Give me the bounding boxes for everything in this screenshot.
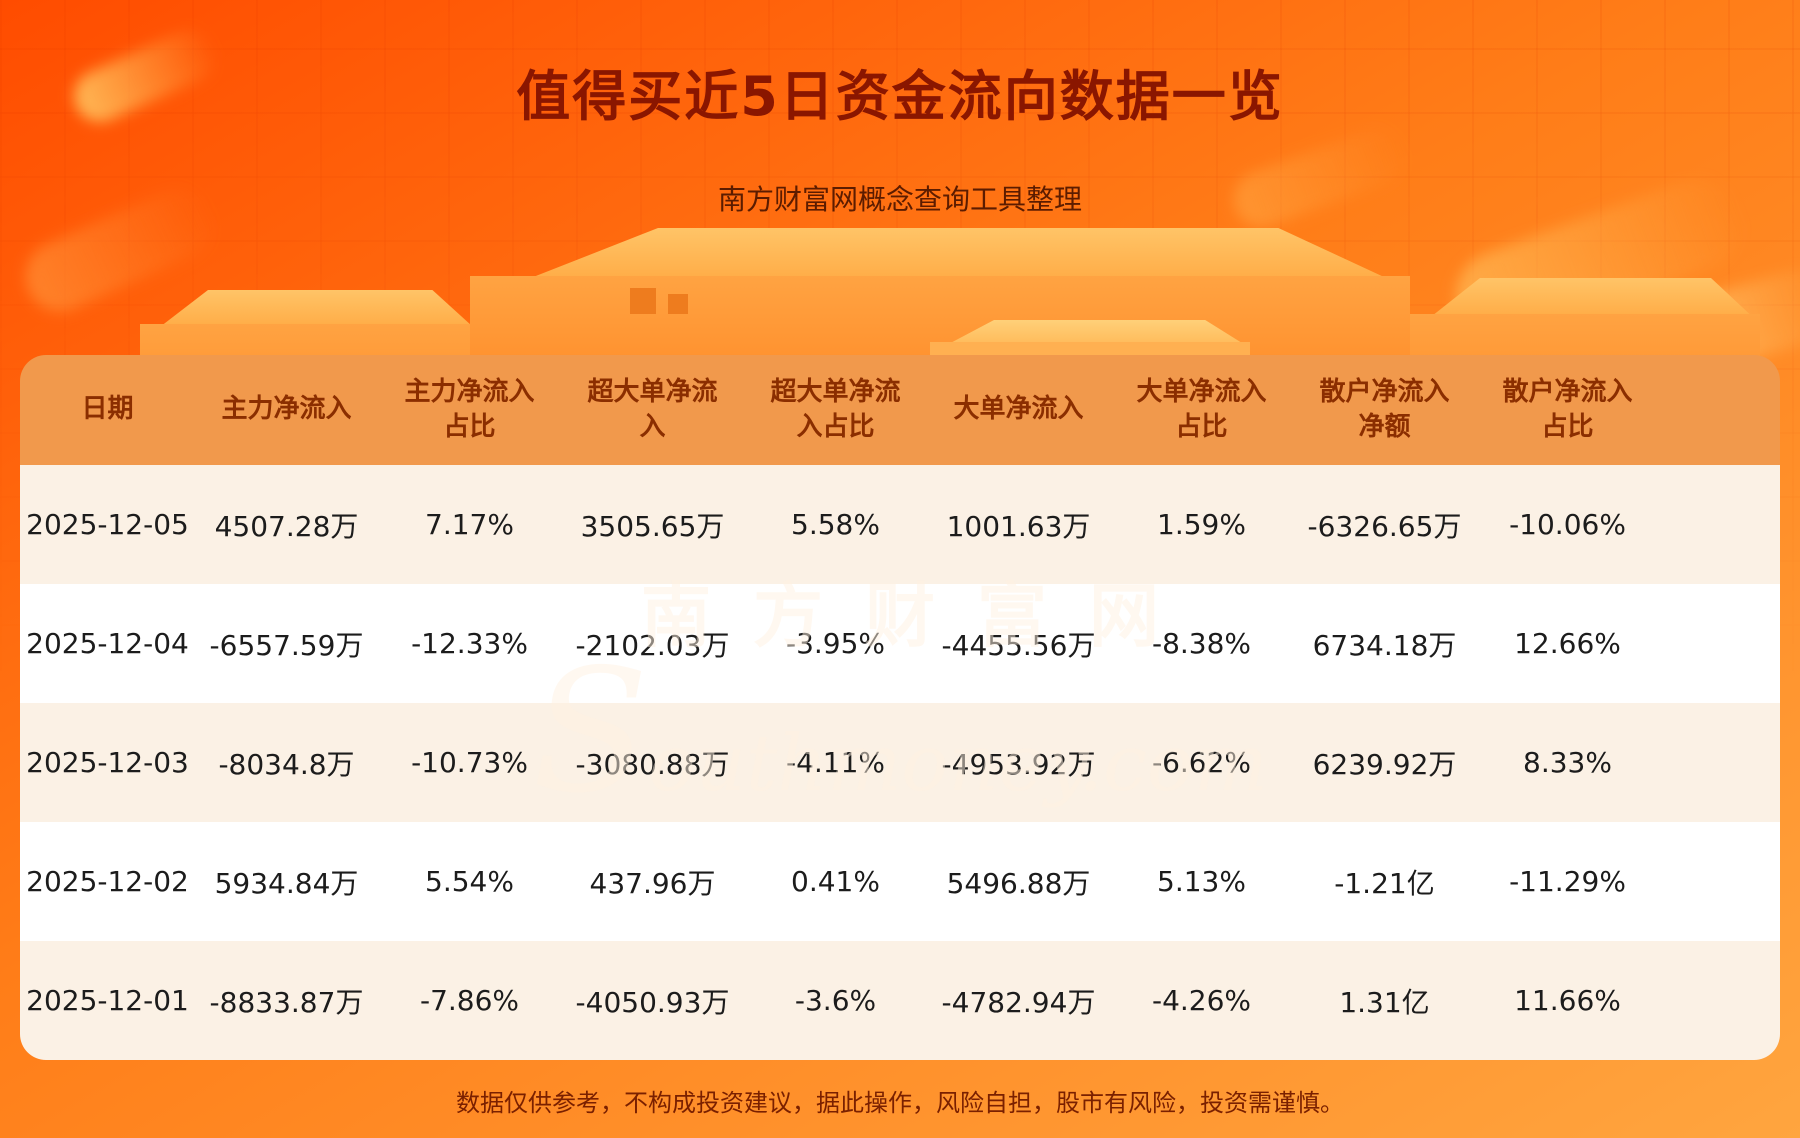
table-cell: -4050.93万 <box>575 985 730 1019</box>
column-header: 主力净流入 <box>221 394 352 425</box>
table-cell: 11.66% <box>1514 984 1621 1017</box>
table-row: 2025-12-01 -8833.87万 -7.86% -4050.93万 -3.6% -… <box>20 941 1780 1060</box>
table-cell: 6239.92万 <box>1312 747 1457 781</box>
table-cell: -10.06% <box>1509 508 1626 541</box>
table-cell: -4.11% <box>785 746 886 779</box>
table-cell: 6734.18万 <box>1312 628 1457 662</box>
table-cell: 2025-12-05 <box>26 508 189 541</box>
table-row: 2025-12-02 5934.84万 5.54% 437.96万 0.41% 5496.… <box>20 822 1780 941</box>
table-cell: 2025-12-03 <box>26 746 189 779</box>
table-cell: -12.33% <box>411 627 528 660</box>
table-cell: 1.59% <box>1157 508 1246 541</box>
column-header: 日期 <box>81 394 134 425</box>
table-cell: -6326.65万 <box>1307 509 1462 543</box>
page-subtitle: 南方财富网概念查询工具整理 <box>717 183 1082 216</box>
table-cell: -4953.92万 <box>941 747 1096 781</box>
table-cell: -3.95% <box>785 627 886 660</box>
table-cell: 437.96万 <box>589 866 716 900</box>
column-header: 散户净流入占比 <box>1502 376 1633 442</box>
column-header: 超大单净流入占比 <box>770 376 901 442</box>
table-cell: -8833.87万 <box>209 985 364 1019</box>
podium-notch-decoration <box>630 288 656 314</box>
table-cell: -4.26% <box>1151 984 1252 1017</box>
table-row: 2025-12-03 -8034.8万 -10.73% -3080.88万 -4.11%… <box>20 703 1780 822</box>
table-cell: -8.38% <box>1151 627 1252 660</box>
table-cell: 12.66% <box>1514 627 1621 660</box>
table-cell: -8034.8万 <box>218 747 355 781</box>
podium-block-center <box>470 228 1410 376</box>
column-header: 大单净流入占比 <box>1136 376 1267 442</box>
table-cell: 2025-12-02 <box>26 865 189 898</box>
table-cell: -11.29% <box>1509 865 1626 898</box>
table-cell: 4507.28万 <box>214 509 359 543</box>
disclaimer-text: 数据仅供参考，不构成投资建议，据此操作，风险自担，股市有风险，投资需谨慎。 <box>456 1089 1344 1117</box>
column-header: 大单净流入 <box>953 394 1084 425</box>
table-cell: 5934.84万 <box>214 866 359 900</box>
table-cell: -3.6% <box>794 984 877 1017</box>
table-cell: 5.54% <box>425 865 514 898</box>
column-header: 超大单净流入 <box>587 376 718 442</box>
podium-notch-decoration <box>668 294 688 314</box>
table-cell: 7.17% <box>425 508 514 541</box>
table-cell: -6.62% <box>1151 746 1252 779</box>
table-cell: 1001.63万 <box>946 509 1091 543</box>
table-cell: -4782.94万 <box>941 985 1096 1019</box>
table-cell: 5496.88万 <box>946 866 1091 900</box>
column-header: 散户净流入净额 <box>1319 376 1450 442</box>
table-cell: 5.58% <box>791 508 880 541</box>
table-cell: 8.33% <box>1523 746 1612 779</box>
fund-flow-table: 日期 主力净流入 主力净流入占比 超大单净流入 超大单净流入占比 大单净流入 大单净流入占比… <box>20 355 1780 1060</box>
table-cell: 5.13% <box>1157 865 1246 898</box>
table-cell: -3080.88万 <box>575 747 730 781</box>
table-cell: 0.41% <box>791 865 880 898</box>
table-cell: -1.21亿 <box>1334 866 1435 900</box>
table-cell: 2025-12-04 <box>26 627 189 660</box>
column-header: 主力净流入占比 <box>404 376 535 442</box>
table-cell: 2025-12-01 <box>26 984 189 1017</box>
table-header-row: 日期 主力净流入 主力净流入占比 超大单净流入 超大单净流入占比 大单净流入 大单净流入占比… <box>20 355 1780 465</box>
table-cell: -4455.56万 <box>941 628 1096 662</box>
table-cell: 1.31亿 <box>1339 985 1430 1019</box>
table-cell: 3505.65万 <box>580 509 725 543</box>
table-cell: -6557.59万 <box>209 628 364 662</box>
table-body: 2025-12-05 4507.28万 7.17% 3505.65万 5.58% 1001… <box>20 465 1780 1060</box>
table-row: 2025-12-05 4507.28万 7.17% 3505.65万 5.58% 1001… <box>20 465 1780 584</box>
table-cell: -2102.03万 <box>575 628 730 662</box>
table-cell: -7.86% <box>419 984 520 1017</box>
page-title: 值得买近5日资金流向数据一览 <box>516 65 1284 128</box>
table-row: 2025-12-04 -6557.59万 -12.33% -2102.03万 -3.95… <box>20 584 1780 703</box>
table-cell: -10.73% <box>411 746 528 779</box>
